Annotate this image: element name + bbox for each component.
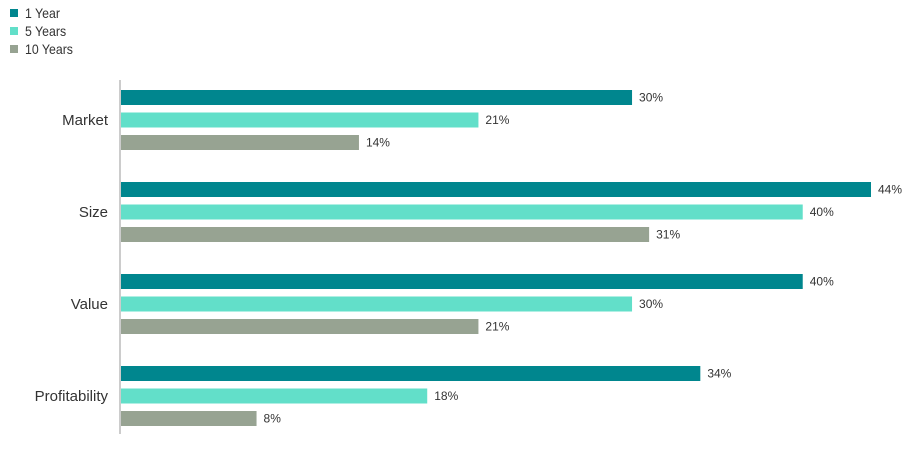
bar-value-5-years [121,296,633,312]
bar-size-1-year [121,182,871,197]
data-label-market-10-years: 14% [366,136,390,150]
legend-item-1-year: 1 Year [10,4,80,22]
legend-label-10-years: 10 Years [25,41,73,57]
category-label-value: Value [71,296,108,313]
data-label-market-1-year: 30% [639,91,663,105]
bar-size-10-years [121,227,650,242]
category-label-profitability: Profitability [35,388,109,405]
legend-swatch-1-year [10,9,18,17]
bar-market-5-years [121,112,479,128]
legend-label-5-years: 5 Years [25,23,67,39]
bar-market-1-year [121,90,633,105]
bar-profitability-1-year [121,366,701,381]
bar-profitability-5-years [121,388,428,404]
bar-size-5-years [121,204,803,220]
legend-label-1-year: 1 Year [25,5,60,21]
data-label-market-5-years: 21% [485,113,509,127]
category-label-market: Market [62,112,109,129]
data-label-profitability-5-years: 18% [434,389,458,403]
data-label-value-5-years: 30% [639,297,663,311]
legend-swatch-10-years [10,45,18,53]
data-label-profitability-10-years: 8% [264,412,282,426]
data-label-size-10-years: 31% [656,228,680,242]
bar-value-10-years [121,319,479,334]
legend: 1 Year 5 Years 10 Years [10,4,80,58]
data-label-profitability-1-year: 34% [707,367,731,381]
bar-market-10-years [121,135,359,150]
data-label-size-1-year: 44% [878,183,902,197]
legend-swatch-5-years [10,27,18,35]
bar-value-1-year [121,274,803,289]
data-label-value-10-years: 21% [485,320,509,334]
data-label-size-5-years: 40% [810,205,834,219]
legend-item-5-years: 5 Years [10,22,80,40]
data-label-value-1-year: 40% [810,275,834,289]
bar-profitability-10-years [121,411,257,426]
category-label-size: Size [79,204,108,221]
legend-item-10-years: 10 Years [10,40,80,58]
